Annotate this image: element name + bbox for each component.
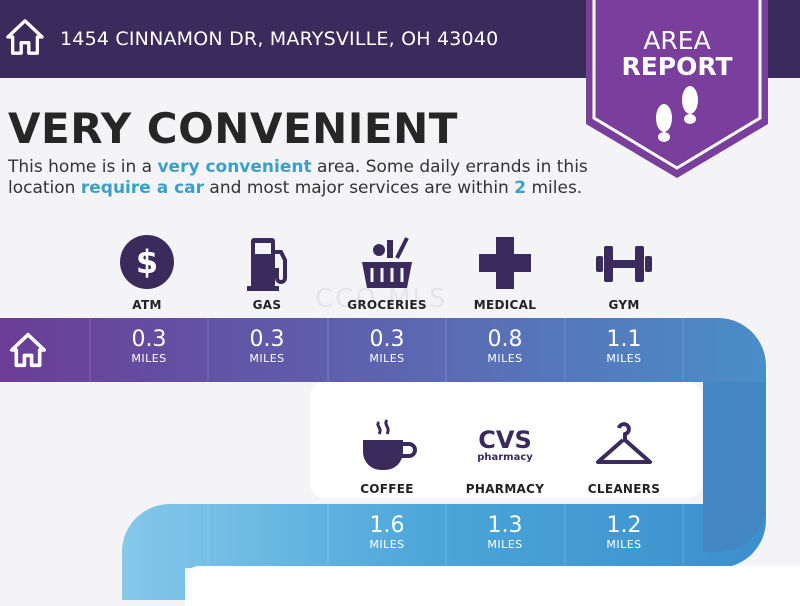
watermark: CCO MLS: [315, 284, 448, 314]
svg-text:pharmacy: pharmacy: [477, 452, 533, 463]
footprints-icon: [656, 86, 698, 142]
path-start-home-icon: [10, 332, 46, 368]
amenity-groceries: GROCERIES: [328, 234, 446, 312]
property-address: 1454 CINNAMON DR, MARYSVILLE, OH 43040: [60, 28, 499, 50]
medical-cross-icon: [479, 237, 531, 289]
distance-atm: 0.3 MILES: [131, 327, 167, 366]
amenity-atm: $ ATM: [88, 234, 206, 312]
amenity-medical: MEDICAL: [446, 234, 564, 312]
badge-report: REPORT: [621, 52, 733, 81]
distance-gym: 1.1 MILES: [606, 327, 642, 366]
distance-groceries: 0.3 MILES: [369, 327, 405, 366]
amenity-coffee: COFFEE: [328, 418, 446, 496]
amenity-gas: GAS: [208, 234, 326, 312]
distance-gas: 0.3 MILES: [249, 327, 285, 366]
area-report-badge: [586, 0, 768, 178]
home-icon: [6, 19, 44, 55]
distance-pharmacy: 1.3 MILES: [487, 513, 523, 552]
convenience-rating: VERY CONVENIENT: [8, 104, 458, 153]
cvs-logo-icon: CVS pharmacy: [477, 426, 533, 463]
amenity-gym: GYM: [565, 234, 683, 312]
dumbbell-icon: [596, 246, 652, 282]
hanger-icon: [596, 422, 652, 464]
amenity-pharmacy: CVS pharmacy PHARMACY: [446, 418, 564, 496]
distance-medical: 0.8 MILES: [487, 327, 523, 366]
svg-text:$: $: [136, 243, 158, 281]
grocery-basket-icon: [362, 237, 412, 288]
distance-cleaners: 1.2 MILES: [606, 513, 642, 552]
distance-coffee: 1.6 MILES: [369, 513, 405, 552]
gas-pump-icon: [247, 238, 287, 291]
svg-text:CVS: CVS: [478, 426, 531, 454]
badge-area: AREA: [643, 26, 711, 55]
coffee-cup-icon: [363, 419, 417, 470]
dollar-icon: $: [120, 235, 174, 289]
amenity-cleaners: CLEANERS: [565, 418, 683, 496]
bottom-panel: [185, 566, 800, 606]
rating-description: This home is in a very convenient area. …: [8, 157, 588, 198]
